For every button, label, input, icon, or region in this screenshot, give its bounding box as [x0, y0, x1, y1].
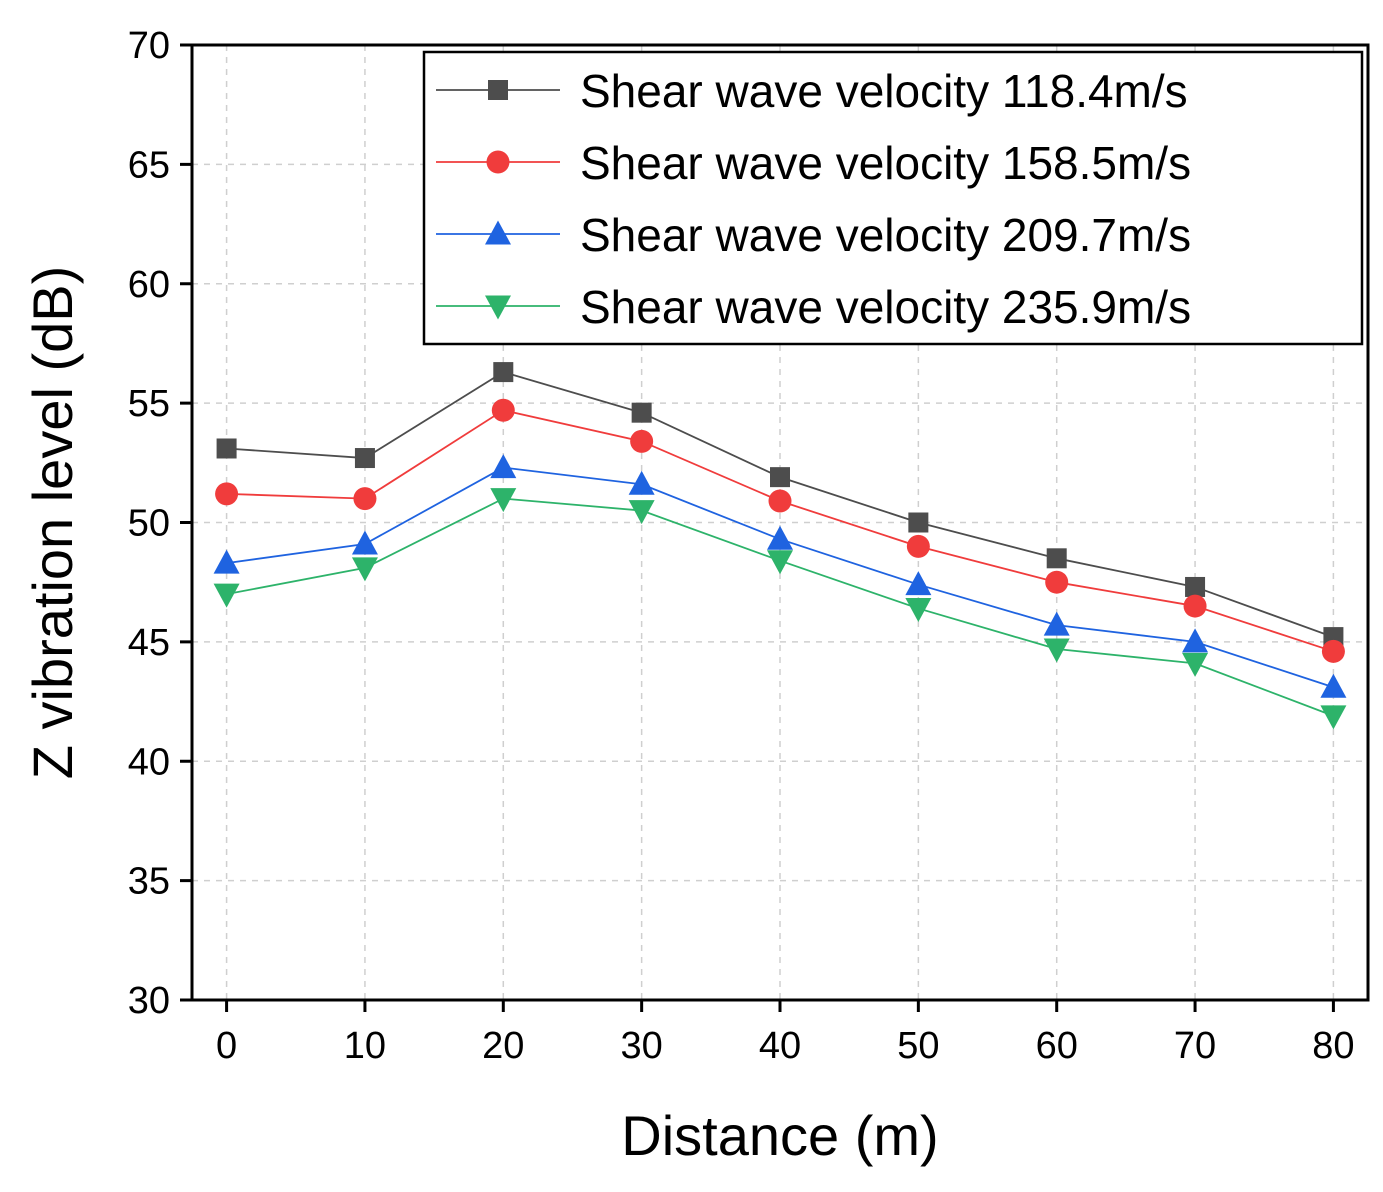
- x-tick-label: 80: [1312, 1025, 1354, 1067]
- data-point: [1185, 576, 1206, 597]
- data-point: [490, 454, 517, 479]
- data-point: [1321, 639, 1345, 663]
- y-tick-label: 60: [128, 264, 170, 306]
- y-tick-label: 35: [128, 861, 170, 903]
- data-point: [1046, 548, 1067, 569]
- data-point: [1043, 611, 1070, 636]
- legend: Shear wave velocity 118.4m/s Shear wave v…: [422, 50, 1364, 346]
- y-tick-label: 30: [128, 980, 170, 1022]
- data-point: [351, 530, 378, 555]
- data-point: [216, 438, 237, 459]
- data-point: [213, 549, 240, 574]
- data-point: [1182, 628, 1209, 653]
- data-point: [351, 557, 378, 582]
- legend-marker: [485, 295, 511, 320]
- data-point: [215, 482, 239, 506]
- data-point: [905, 597, 932, 622]
- data-point: [768, 489, 792, 513]
- legend-entry: Shear wave velocity 158.5m/s: [436, 137, 1191, 189]
- series-2: [215, 398, 1345, 663]
- y-tick-label: 45: [128, 622, 170, 664]
- series-1: [216, 362, 1344, 648]
- legend-label: Shear wave velocity 158.5m/s: [580, 137, 1191, 189]
- data-point: [628, 470, 655, 495]
- x-tick-label: 50: [897, 1025, 939, 1067]
- data-point: [1045, 570, 1069, 594]
- x-tick-label: 70: [1174, 1025, 1216, 1067]
- x-tick-label: 20: [482, 1025, 524, 1067]
- data-point: [491, 398, 515, 422]
- data-point: [628, 500, 655, 525]
- legend-label: Shear wave velocity 235.9m/s: [580, 281, 1191, 333]
- data-point: [1320, 673, 1347, 698]
- data-point: [1183, 594, 1207, 618]
- y-tick-label: 55: [128, 383, 170, 425]
- x-tick-label: 10: [344, 1025, 386, 1067]
- series-3: [213, 454, 1347, 698]
- data-point: [630, 429, 654, 453]
- data-point: [770, 467, 790, 488]
- data-point: [908, 512, 929, 533]
- data-point: [493, 362, 514, 383]
- data-point: [213, 583, 240, 608]
- data-point: [490, 488, 517, 513]
- y-tick-label: 70: [128, 25, 170, 67]
- y-tick-label: 65: [128, 144, 170, 186]
- legend-label: Shear wave velocity 118.4m/s: [580, 65, 1188, 117]
- x-axis-title: Distance (m): [621, 1104, 938, 1167]
- x-tick-label: 40: [759, 1025, 801, 1067]
- legend-entry: Shear wave velocity 118.4m/s: [436, 65, 1188, 117]
- data-point: [1043, 638, 1070, 663]
- data-point: [767, 550, 793, 575]
- y-axis-title: Z vibration level (dB): [21, 266, 84, 780]
- x-tick-label: 0: [216, 1025, 237, 1067]
- data-point: [354, 448, 375, 469]
- series-group: [213, 362, 1347, 730]
- data-point: [1320, 705, 1347, 730]
- x-tick-label: 60: [1036, 1025, 1078, 1067]
- data-point: [905, 571, 932, 596]
- data-point: [353, 487, 377, 511]
- data-point: [906, 534, 930, 558]
- data-point: [767, 525, 793, 550]
- legend-marker: [488, 80, 508, 100]
- axes: 0 10 20 30 40 50 60 70 80 30 35 40 45 50 55 60 65 70: [128, 25, 1370, 1067]
- legend-marker: [485, 220, 511, 245]
- y-tick-label: 40: [128, 741, 170, 783]
- legend-entry: Shear wave velocity 235.9m/s: [436, 281, 1191, 333]
- x-tick-label: 30: [621, 1025, 663, 1067]
- data-point: [631, 402, 652, 423]
- legend-marker: [486, 150, 510, 174]
- series-4: [213, 488, 1347, 730]
- legend-label: Shear wave velocity 209.7m/s: [580, 209, 1191, 261]
- data-point: [1182, 652, 1209, 677]
- legend-entry: Shear wave velocity 209.7m/s: [436, 209, 1191, 261]
- y-tick-label: 50: [128, 503, 170, 545]
- legend-box: [422, 50, 1364, 346]
